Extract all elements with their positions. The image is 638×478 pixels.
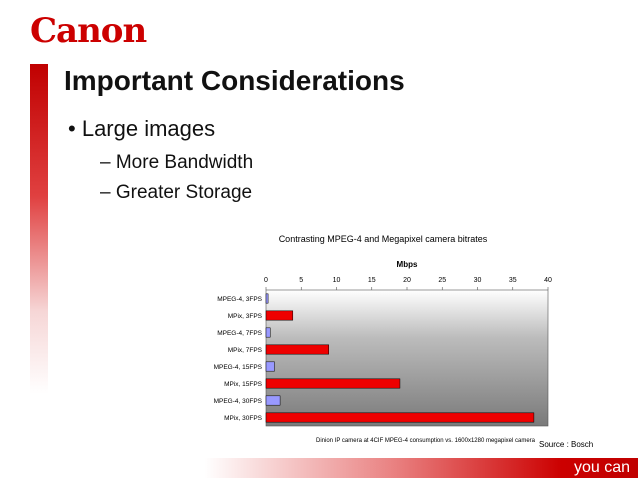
bar — [265, 361, 275, 372]
x-tick-label: 0 — [264, 277, 268, 284]
slide-title: Important Considerations — [64, 65, 405, 96]
chart-title: Contrasting MPEG-4 and Megapixel camera … — [279, 234, 488, 244]
bullet-text: Large images — [81, 116, 216, 141]
x-axis-label: Mbps — [397, 260, 418, 269]
bar — [265, 327, 271, 338]
subbullet-storage: – Greater Storage — [100, 182, 253, 203]
x-tick-label: 5 — [299, 277, 303, 284]
category-label: MPEG-4, 3FPS — [217, 296, 262, 303]
category-label: MPix, 15FPS — [224, 381, 263, 388]
footer-bar: you can — [0, 458, 638, 478]
chart-caption: Dinion IP camera at 4CIF MPEG-4 consumpt… — [316, 438, 535, 444]
bar — [265, 293, 269, 304]
x-tick-label: 15 — [368, 277, 376, 284]
category-label: MPix, 7FPS — [228, 347, 263, 354]
category-label: MPix, 30FPS — [224, 415, 263, 422]
x-tick-label: 35 — [509, 277, 517, 284]
bar — [265, 378, 401, 389]
plot-area — [265, 289, 549, 427]
left-accent-bar — [30, 64, 48, 394]
category-label: MPEG-4, 15FPS — [214, 364, 263, 371]
category-label: MPEG-4, 30FPS — [214, 398, 263, 405]
bar — [265, 395, 281, 406]
bitrate-chart: Contrasting MPEG-4 and Megapixel camera … — [214, 234, 552, 427]
bullet-large-images: • Large images — [68, 116, 216, 141]
source-note: Source : Bosch — [539, 440, 594, 449]
subbullet-bandwidth: – More Bandwidth — [100, 152, 254, 173]
tagline: you can — [573, 459, 630, 476]
bar — [265, 310, 294, 321]
bar — [265, 412, 535, 423]
x-tick-label: 20 — [403, 277, 411, 284]
category-label: MPEG-4, 7FPS — [217, 330, 262, 337]
x-tick-label: 40 — [544, 277, 552, 284]
x-tick-label: 25 — [438, 277, 446, 284]
canon-logo: Canon — [30, 11, 147, 51]
bar — [265, 344, 329, 355]
x-tick-label: 10 — [333, 277, 341, 284]
category-label: MPix, 3FPS — [228, 313, 263, 320]
x-tick-label: 30 — [474, 277, 482, 284]
